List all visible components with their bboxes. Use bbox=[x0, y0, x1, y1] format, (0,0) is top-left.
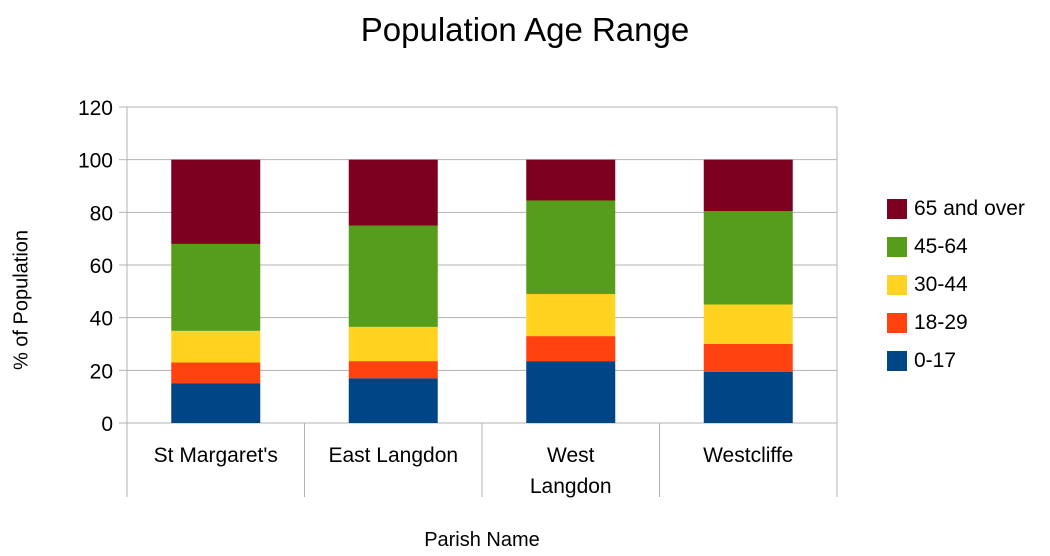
bar-segment-65-and-over bbox=[526, 159, 616, 201]
bar-segment-18-29 bbox=[348, 361, 438, 379]
x-tick-label: St Margaret's bbox=[154, 444, 278, 467]
y-tick-label: 40 bbox=[90, 308, 113, 331]
bar-segment-18-29 bbox=[526, 336, 616, 362]
bar-segment-0-17 bbox=[703, 371, 793, 423]
legend-label: 65 and over bbox=[914, 197, 1025, 220]
legend-label: 45-64 bbox=[914, 235, 968, 258]
x-tick-label: East Langdon bbox=[328, 444, 458, 467]
legend-label: 18-29 bbox=[914, 311, 968, 334]
bar-segment-0-17 bbox=[348, 378, 438, 423]
x-axis-label: Parish Name bbox=[424, 529, 540, 551]
legend-swatch bbox=[887, 275, 907, 295]
bar-segment-45-64 bbox=[171, 243, 261, 331]
y-tick-label: 100 bbox=[78, 150, 113, 173]
bar-segment-30-44 bbox=[703, 304, 793, 344]
legend-swatch bbox=[887, 199, 907, 219]
legend-swatch bbox=[887, 313, 907, 333]
bar-segment-45-64 bbox=[526, 200, 616, 294]
legend-label: 30-44 bbox=[914, 273, 968, 296]
bar-segment-30-44 bbox=[526, 293, 616, 337]
legend-item: 30-44 bbox=[887, 266, 1025, 304]
bar-segment-30-44 bbox=[171, 330, 261, 363]
legend: 65 and over 45-64 30-44 18-29 0-17 bbox=[887, 190, 1025, 380]
bar-segment-18-29 bbox=[703, 344, 793, 372]
bar-segment-65-and-over bbox=[348, 159, 438, 226]
y-tick-label: 0 bbox=[101, 413, 113, 436]
bar-segment-65-and-over bbox=[171, 159, 261, 244]
legend-swatch bbox=[887, 237, 907, 257]
legend-item: 65 and over bbox=[887, 190, 1025, 228]
y-tick-label: 120 bbox=[78, 97, 113, 120]
bar-segment-0-17 bbox=[526, 361, 616, 423]
bar-segment-45-64 bbox=[348, 225, 438, 327]
y-axis-label: % of Population bbox=[10, 229, 33, 371]
legend-item: 18-29 bbox=[887, 304, 1025, 342]
chart-title: Population Age Range bbox=[360, 11, 690, 48]
x-tick-label: West bbox=[547, 444, 595, 467]
bar-segment-30-44 bbox=[348, 326, 438, 362]
y-tick-label: 60 bbox=[90, 255, 113, 278]
legend-label: 0-17 bbox=[914, 349, 957, 372]
x-tick-label: Westcliffe bbox=[703, 444, 793, 467]
bar-segment-18-29 bbox=[171, 362, 261, 384]
bar-segment-0-17 bbox=[171, 383, 261, 423]
x-tick-label: Langdon bbox=[530, 475, 612, 498]
y-tick-label: 80 bbox=[90, 202, 113, 225]
bar-segment-65-and-over bbox=[703, 159, 793, 212]
legend-item: 45-64 bbox=[887, 228, 1025, 266]
legend-swatch bbox=[887, 351, 907, 371]
y-tick-label: 20 bbox=[90, 360, 113, 383]
bar-segment-45-64 bbox=[703, 211, 793, 305]
legend-item: 0-17 bbox=[887, 342, 1025, 380]
